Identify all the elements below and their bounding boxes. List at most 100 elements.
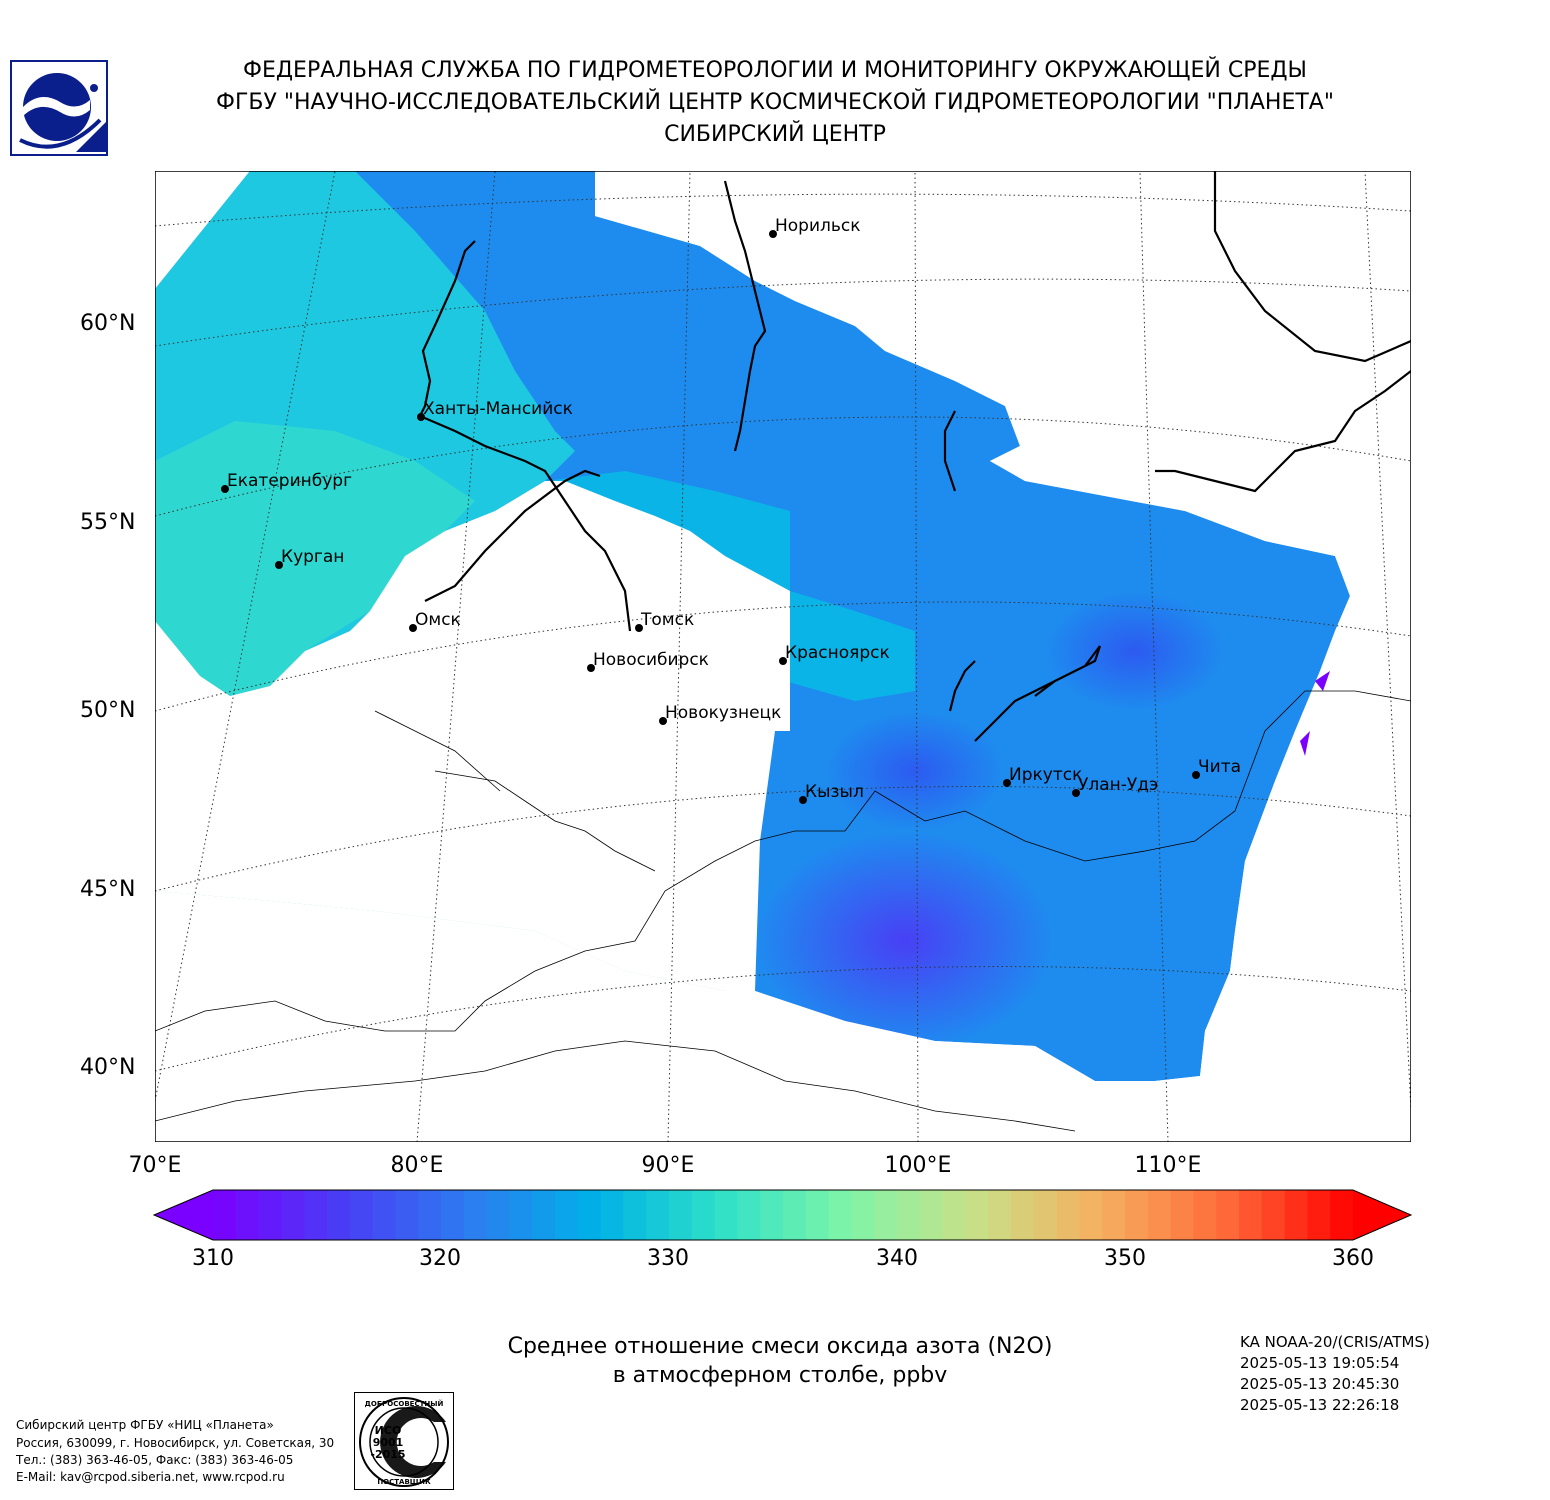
- colorbar-cell: [851, 1190, 875, 1240]
- satellite-name: KA NOAA-20/(CRIS/ATMS): [1240, 1333, 1430, 1351]
- colorbar-cell: [942, 1190, 966, 1240]
- colorbar-cell: [509, 1190, 533, 1240]
- city-11: Иркутск: [1003, 765, 1082, 787]
- lon-label-100: 100°E: [884, 1153, 952, 1178]
- city-marker: [1192, 771, 1200, 779]
- colorbar-tick-330: 330: [647, 1246, 689, 1271]
- city-label: Новокузнецк: [665, 703, 781, 723]
- iso-bottom-text: ПОСТАВЩИК: [377, 1478, 431, 1486]
- city-label: Новосибирск: [593, 650, 709, 670]
- colorbar-cell: [919, 1190, 944, 1240]
- city-12: Улан-Удэ: [1072, 775, 1158, 797]
- lon-label-110: 110°E: [1134, 1153, 1202, 1178]
- city-7: Новосибирск: [587, 650, 709, 672]
- lat-label-50: 50°N: [80, 698, 136, 723]
- city-13: Чита: [1192, 757, 1241, 779]
- colorbar-cell: [1102, 1190, 1126, 1240]
- colorbar-cell: [623, 1190, 647, 1240]
- city-label: Кызыл: [805, 782, 864, 802]
- no-data-region: [155, 481, 790, 991]
- footer-org: Сибирский центр ФГБУ «НИЦ «Планета»: [16, 1418, 274, 1432]
- city-marker: [275, 561, 283, 569]
- city-1: Норильск: [769, 216, 861, 238]
- colorbar-cell: [1147, 1190, 1172, 1240]
- colorbar-cell: [486, 1190, 510, 1240]
- header-line-3: СИБИРСКИЙ ЦЕНТР: [664, 122, 886, 147]
- colorbar-cell: [805, 1190, 830, 1240]
- city-4: Курган: [275, 547, 344, 569]
- colorbar-cell: [1239, 1190, 1263, 1240]
- product-title-line-2: в атмосферном столбе, ppbv: [612, 1363, 948, 1388]
- lon-label-70: 70°E: [128, 1153, 182, 1178]
- header-line-1: ФЕДЕРАЛЬНАЯ СЛУЖБА ПО ГИДРОМЕТЕОРОЛОГИИ …: [243, 58, 1307, 83]
- lat-label-55: 55°N: [80, 510, 136, 535]
- borders: [155, 690, 1411, 1132]
- colorbar-cell: [828, 1190, 852, 1240]
- iso-center-3: -2015: [370, 1448, 405, 1461]
- city-label: Красноярск: [785, 643, 890, 663]
- footer-address: Россия, 630099, г. Новосибирск, ул. Сове…: [16, 1436, 335, 1450]
- colorbar-cell: [1079, 1190, 1103, 1240]
- colorbar-tick-360: 360: [1332, 1246, 1374, 1271]
- city-label: Чита: [1198, 757, 1241, 777]
- colorbar-cell: [760, 1190, 784, 1240]
- no-data-southeast: [155, 596, 1411, 1142]
- lat-label-40: 40°N: [80, 1055, 136, 1080]
- city-marker: [221, 485, 229, 493]
- iso-center-1: ИСО: [375, 1424, 402, 1437]
- colorbar-cell: [281, 1190, 305, 1240]
- colorbar-cell: [897, 1190, 921, 1240]
- iso-center-2: 9001: [373, 1436, 404, 1449]
- rivers: [419, 171, 1411, 742]
- product-title-line-1: Среднее отношение смеси оксида азота (N2…: [507, 1334, 1053, 1359]
- colorbar-cell: [372, 1190, 396, 1240]
- city-label: Иркутск: [1009, 765, 1082, 785]
- footer-email: E-Mail: kav@rcpod.siberia.net, www.rcpod…: [16, 1470, 285, 1484]
- data-swath-west-light: [155, 421, 475, 696]
- city-marker: [779, 657, 787, 665]
- map-panel: Норильск Ханты-Мансийск Екатеринбург Курган…: [155, 171, 1411, 1142]
- colorbar-cell: [1170, 1190, 1194, 1240]
- header-line-2: ФГБУ "НАУЧНО-ИССЛЕДОВАТЕЛЬСКИЙ ЦЕНТР КОС…: [216, 90, 1334, 115]
- colorbar-cell: [327, 1190, 351, 1240]
- colorbar-cell: [691, 1190, 716, 1240]
- colorbar-cell: [988, 1190, 1012, 1240]
- planeta-logo: [10, 60, 108, 156]
- colorbar-cell: [1193, 1190, 1217, 1240]
- colorbar-cell: [395, 1190, 419, 1240]
- colorbar-cell: [213, 1190, 237, 1240]
- city-5: Омск: [409, 610, 461, 632]
- city-label: Улан-Удэ: [1078, 775, 1158, 795]
- colorbar-tick-310: 310: [192, 1246, 234, 1271]
- pass-time-2: 2025-05-13 20:45:30: [1240, 1375, 1400, 1393]
- iso-badge: ДОБРОСОВЕСТНЫЙ ИСО 9001 -2015 ПОСТАВЩИК: [354, 1392, 454, 1490]
- pass-time-1: 2025-05-13 19:05:54: [1240, 1354, 1400, 1372]
- colorbar-cell: [1033, 1190, 1058, 1240]
- city-label: Томск: [640, 610, 694, 630]
- colorbar-min-extension: [154, 1190, 213, 1240]
- city-label: Норильск: [775, 216, 861, 236]
- colorbar-tick-340: 340: [876, 1246, 918, 1271]
- colorbar-cell: [1216, 1190, 1240, 1240]
- colorbar-cell: [463, 1190, 488, 1240]
- colorbar-cell: [669, 1190, 693, 1240]
- footer-phone: Тел.: (383) 363-46-05, Факс: (383) 363-4…: [16, 1453, 294, 1467]
- colorbar-cell: [258, 1190, 282, 1240]
- city-marker: [635, 624, 643, 632]
- pass-time-3: 2025-05-13 22:26:18: [1240, 1396, 1400, 1414]
- colorbar-tick-350: 350: [1104, 1246, 1146, 1271]
- colorbar: [153, 1189, 1413, 1241]
- colorbar-cell: [783, 1190, 807, 1240]
- colorbar-cell: [600, 1190, 624, 1240]
- colorbar-cell: [1261, 1190, 1286, 1240]
- city-label: Екатеринбург: [227, 471, 352, 491]
- colorbar-cell: [555, 1190, 579, 1240]
- city-label: Курган: [281, 547, 344, 567]
- city-marker: [417, 413, 425, 421]
- city-3: Екатеринбург: [221, 471, 352, 493]
- lon-label-90: 90°E: [641, 1153, 695, 1178]
- city-marker: [1003, 779, 1011, 787]
- colorbar-cell: [1011, 1190, 1035, 1240]
- city-9: Новокузнецк: [659, 703, 781, 725]
- city-marker: [659, 717, 667, 725]
